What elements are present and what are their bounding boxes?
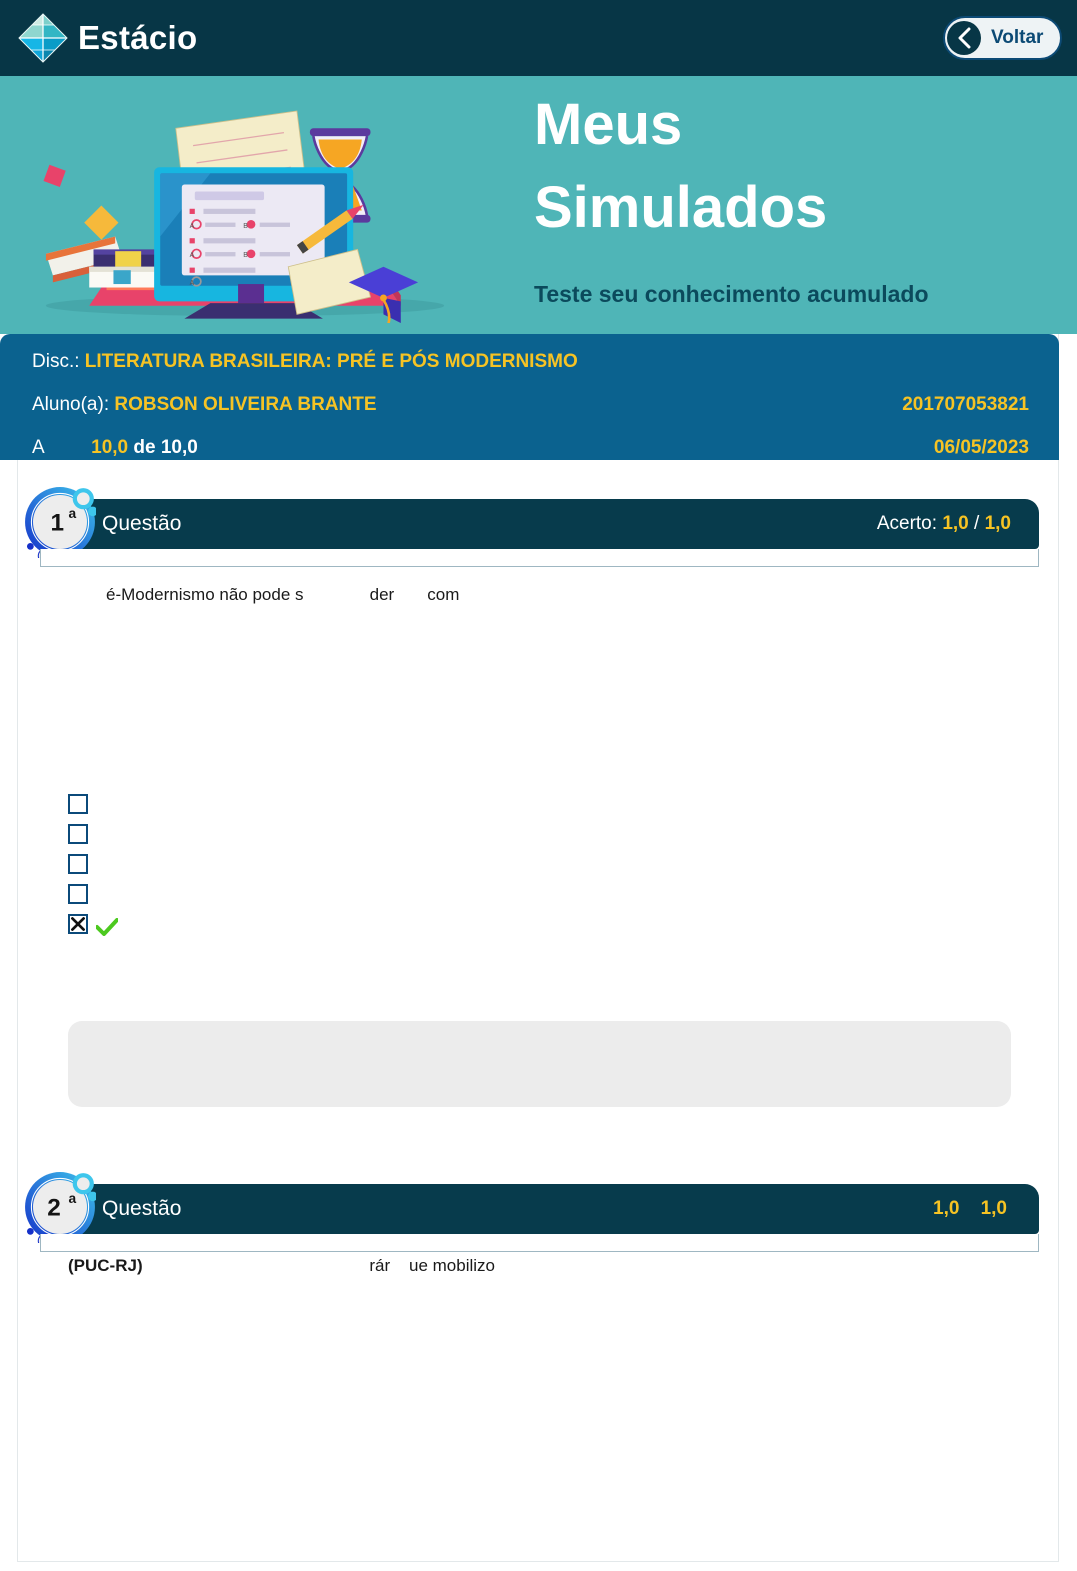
svg-text:A: A: [190, 223, 195, 230]
svg-text:2: 2: [47, 1194, 61, 1221]
svg-text:a: a: [68, 1191, 76, 1206]
svg-text:A: A: [190, 280, 195, 287]
svg-text:B: B: [243, 223, 248, 230]
svg-text:a: a: [68, 506, 76, 521]
svg-text:1: 1: [50, 509, 64, 536]
svg-text:B: B: [243, 252, 248, 259]
svg-text:A: A: [190, 252, 195, 259]
